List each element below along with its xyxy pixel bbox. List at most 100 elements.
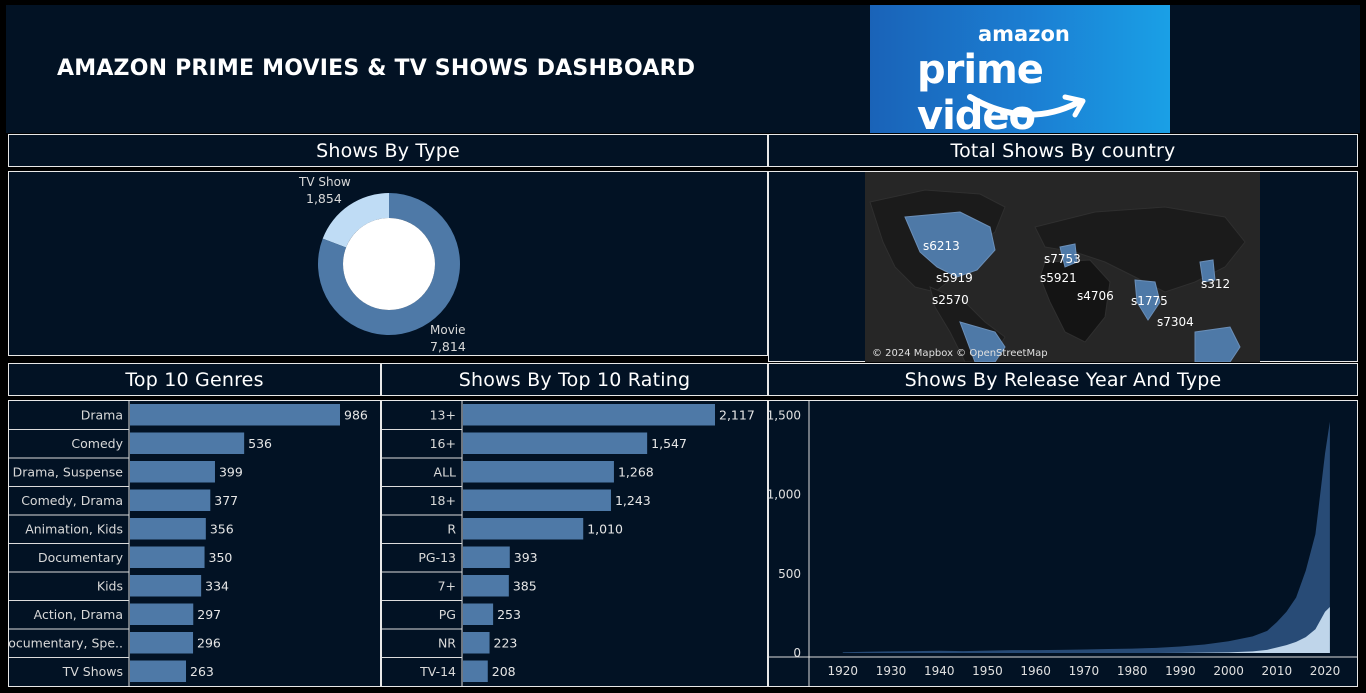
bar-2[interactable]	[130, 461, 215, 483]
x-tick-label: 2020	[1310, 664, 1341, 678]
shows-by-type-panel: TV Show 1,854 Movie 7,814	[8, 171, 768, 356]
x-tick-label: 2000	[1213, 664, 1244, 678]
movie-label: Movie	[430, 323, 466, 337]
shows-by-country-header: Total Shows By country	[768, 134, 1358, 167]
movie-value: 7,814	[430, 339, 466, 354]
top-rating-panel: 13+ 2,117 16+ 1,547 ALL 1,268 18+ 1,243 R 1,010 PG…	[381, 400, 768, 687]
map-label-s4706[interactable]: s4706	[1077, 289, 1114, 303]
bar-1[interactable]	[130, 432, 245, 455]
map-label-s5921[interactable]: s5921	[1040, 271, 1077, 285]
y-tick-label: 1,000	[769, 488, 801, 502]
x-tick-label: 1990	[1165, 664, 1196, 678]
bar-6[interactable]	[130, 575, 202, 597]
release-year-panel: 0 500 1,000 1,500 1920 1930 1940 1950 1960 1970 19…	[767, 400, 1358, 687]
map-attribution: © 2024 Mapbox © OpenStreetMap	[872, 348, 1048, 359]
bar-category-label: 18+	[430, 493, 456, 508]
bar-value-label: 263	[190, 664, 214, 679]
bar-9[interactable]	[463, 660, 488, 683]
bar-value-label: 385	[513, 578, 537, 593]
bar-category-label: NR	[438, 635, 456, 650]
logo-amazon-text: amazon	[978, 22, 1070, 46]
bar-8[interactable]	[130, 632, 194, 654]
shows-by-type-header: Shows By Type	[8, 134, 768, 167]
map-label-s7304[interactable]: s7304	[1157, 315, 1194, 329]
rating-bar-chart: 13+ 2,117 16+ 1,547 ALL 1,268 18+ 1,243 R 1,010 PG…	[382, 401, 755, 686]
genres-bar-chart: Drama 986 Comedy 536 Drama, Suspense 399 Comed…	[0, 401, 368, 686]
map-label-s5919[interactable]: s5919	[936, 271, 973, 285]
map-label-s7753[interactable]: s7753	[1044, 252, 1081, 266]
release-year-area-chart: 0 500 1,000 1,500 1920 1930 1940 1950 1960 1970 19…	[767, 401, 1357, 686]
bar-5[interactable]	[463, 546, 510, 569]
bar-0[interactable]	[130, 404, 340, 426]
area-series-lower[interactable]	[842, 607, 1330, 653]
bar-value-label: 377	[214, 493, 238, 508]
map-uk-europe	[1059, 243, 1078, 268]
bar-category-label: TV-14	[419, 664, 456, 679]
x-tick-label: 1940	[924, 664, 955, 678]
bar-3[interactable]	[130, 489, 211, 512]
bar-value-label: 297	[197, 607, 221, 622]
top-genres-header: Top 10 Genres	[8, 363, 381, 396]
bar-8[interactable]	[463, 632, 490, 654]
bar-category-label: Comedy, Drama	[21, 493, 123, 508]
bar-9[interactable]	[130, 660, 187, 683]
tv-show-value: 1,854	[306, 191, 342, 206]
x-tick-label: 1980	[1117, 664, 1148, 678]
map-india	[1134, 279, 1161, 321]
bar-3[interactable]	[463, 489, 611, 512]
y-tick-label: 1,500	[769, 408, 801, 422]
map-japan	[1199, 259, 1216, 283]
y-tick-label: 500	[778, 567, 801, 581]
bar-category-label: R	[447, 521, 456, 536]
top-rating-header: Shows By Top 10 Rating	[381, 363, 768, 396]
bar-category-label: Action, Drama	[34, 607, 123, 622]
map-label-s6213[interactable]: s6213	[923, 239, 960, 253]
bar-category-label: Documentary	[38, 550, 124, 565]
bar-value-label: 2,117	[719, 407, 755, 422]
bar-category-label: PG-13	[418, 550, 456, 565]
bar-category-label: Comedy	[71, 436, 123, 451]
map-usa-canada	[904, 211, 996, 278]
country-map-panel: s6213 s5919 s2570 s7753 s5921 s4706 s1775 s7304…	[768, 171, 1358, 362]
bar-category-label: Animation, Kids	[25, 521, 123, 536]
bar-value-label: 253	[497, 607, 521, 622]
x-tick-label: 1970	[1069, 664, 1100, 678]
tv-show-label: TV Show	[298, 175, 351, 189]
bar-category-label: Documentary, Spe..	[9, 635, 123, 650]
bar-value-label: 1,010	[587, 521, 623, 536]
smile-arrow-icon	[967, 94, 1086, 118]
x-tick-label: 1920	[827, 664, 858, 678]
x-tick-label: 2010	[1262, 664, 1293, 678]
bar-value-label: 536	[248, 436, 272, 451]
bar-value-label: 399	[219, 464, 243, 479]
donut-hole	[343, 218, 435, 310]
donut-slice-movie[interactable]	[318, 193, 460, 335]
map-label-s312[interactable]: s312	[1201, 277, 1230, 291]
bar-category-label: 13+	[430, 407, 456, 422]
x-tick-label: 1950	[972, 664, 1003, 678]
bar-value-label: 223	[494, 635, 518, 650]
x-tick-label: 1930	[876, 664, 907, 678]
bar-1[interactable]	[463, 432, 648, 455]
bar-4[interactable]	[463, 518, 584, 540]
bar-category-label: 7+	[438, 578, 456, 593]
bar-0[interactable]	[463, 404, 715, 426]
bar-7[interactable]	[463, 603, 494, 626]
bar-5[interactable]	[130, 546, 205, 569]
map-label-s2570[interactable]: s2570	[932, 293, 969, 307]
bar-value-label: 1,547	[651, 436, 687, 451]
donut-slice-tv-show[interactable]	[322, 193, 389, 248]
map-brazil	[959, 321, 1006, 362]
bar-category-label: Drama	[81, 407, 123, 422]
bar-category-label: PG	[439, 607, 456, 622]
bar-6[interactable]	[463, 575, 509, 597]
page-title: AMAZON PRIME MOVIES & TV SHOWS DASHBOARD	[57, 56, 696, 81]
bar-2[interactable]	[463, 461, 614, 483]
map-label-s1775[interactable]: s1775	[1131, 294, 1168, 308]
bar-4[interactable]	[130, 518, 206, 540]
top-genres-panel: Drama 986 Comedy 536 Drama, Suspense 399 Comed…	[0, 400, 381, 687]
bar-7[interactable]	[130, 603, 194, 626]
bar-value-label: 1,268	[618, 464, 654, 479]
area-series-upper[interactable]	[842, 421, 1330, 653]
